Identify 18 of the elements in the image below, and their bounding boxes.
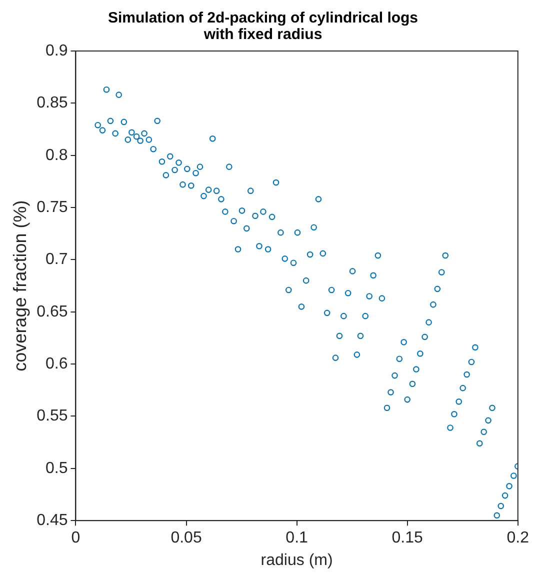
y-tick-label: 0.55: [36, 408, 68, 425]
y-tick-label: 0.7: [45, 251, 68, 268]
y-tick-label: 0.75: [36, 198, 68, 216]
y-tick-label: 0.9: [45, 42, 68, 60]
x-tick-label: 0.05: [170, 530, 202, 547]
y-tick-label: 0.85: [36, 94, 68, 112]
x-tick-label: 0.15: [392, 530, 424, 547]
x-tick-label: 0.2: [506, 530, 530, 547]
y-tick-label: 0.8: [45, 146, 68, 164]
y-tick-label: 0.6: [45, 355, 68, 372]
x-tick-label: 0: [71, 530, 80, 547]
chart-title: Simulation of 2d-packing of cylindrical logs with fixed radius: [108, 9, 418, 43]
x-axis-title: radius (m): [260, 552, 333, 569]
y-tick-label: 0.45: [36, 512, 68, 530]
x-tick-label: 0.1: [286, 530, 308, 547]
y-tick-label: 0.65: [36, 303, 68, 320]
y-axis-title: coverage fraction (%): [10, 200, 30, 372]
y-tick-label: 0.5: [45, 460, 68, 477]
